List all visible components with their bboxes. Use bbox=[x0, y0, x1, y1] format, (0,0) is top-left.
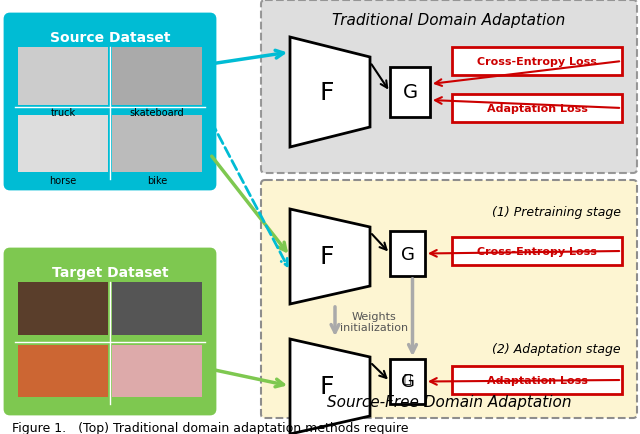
Polygon shape bbox=[290, 38, 370, 148]
Text: Figure 1.   (Top) Traditional domain adaptation methods require: Figure 1. (Top) Traditional domain adapt… bbox=[12, 421, 408, 434]
Text: Cross-Entropy Loss: Cross-Entropy Loss bbox=[477, 57, 597, 67]
Text: 🔒: 🔒 bbox=[404, 372, 412, 385]
Text: F: F bbox=[320, 245, 334, 269]
Text: G: G bbox=[401, 245, 415, 263]
Bar bbox=[18, 48, 108, 105]
Bar bbox=[390, 68, 430, 118]
Text: Target Dataset: Target Dataset bbox=[52, 265, 168, 279]
FancyBboxPatch shape bbox=[5, 15, 215, 190]
Bar bbox=[452, 366, 622, 394]
Text: (1) Pretraining stage: (1) Pretraining stage bbox=[492, 206, 621, 219]
Text: G: G bbox=[401, 373, 415, 391]
Bar bbox=[112, 283, 202, 335]
Text: Source-Free Domain Adaptation: Source-Free Domain Adaptation bbox=[327, 395, 572, 410]
Polygon shape bbox=[290, 210, 370, 304]
FancyBboxPatch shape bbox=[261, 1, 637, 174]
Bar bbox=[18, 115, 108, 173]
FancyBboxPatch shape bbox=[5, 250, 215, 414]
Text: Adaptation Loss: Adaptation Loss bbox=[486, 104, 588, 114]
Bar bbox=[18, 283, 108, 335]
Text: Source Dataset: Source Dataset bbox=[50, 31, 170, 45]
Bar bbox=[390, 231, 425, 276]
Text: horse: horse bbox=[49, 176, 77, 186]
Text: bike: bike bbox=[147, 176, 167, 186]
Bar bbox=[452, 95, 622, 123]
Text: F: F bbox=[320, 375, 334, 398]
Bar bbox=[390, 359, 425, 404]
Bar bbox=[112, 115, 202, 173]
Bar bbox=[112, 48, 202, 105]
Bar bbox=[452, 237, 622, 265]
Text: Weights
initialization: Weights initialization bbox=[340, 311, 408, 332]
Bar bbox=[112, 345, 202, 397]
Text: truck: truck bbox=[51, 108, 76, 118]
Text: Traditional Domain Adaptation: Traditional Domain Adaptation bbox=[332, 13, 566, 29]
Text: Cross-Entropy Loss: Cross-Entropy Loss bbox=[477, 247, 597, 256]
Text: Adaptation Loss: Adaptation Loss bbox=[486, 375, 588, 385]
FancyBboxPatch shape bbox=[261, 181, 637, 418]
Text: G: G bbox=[403, 83, 417, 102]
Bar bbox=[452, 48, 622, 76]
Text: skateboard: skateboard bbox=[130, 108, 184, 118]
Text: F: F bbox=[320, 81, 334, 105]
Text: (2) Adaptation stage: (2) Adaptation stage bbox=[492, 343, 621, 356]
Polygon shape bbox=[290, 339, 370, 434]
Bar bbox=[18, 345, 108, 397]
